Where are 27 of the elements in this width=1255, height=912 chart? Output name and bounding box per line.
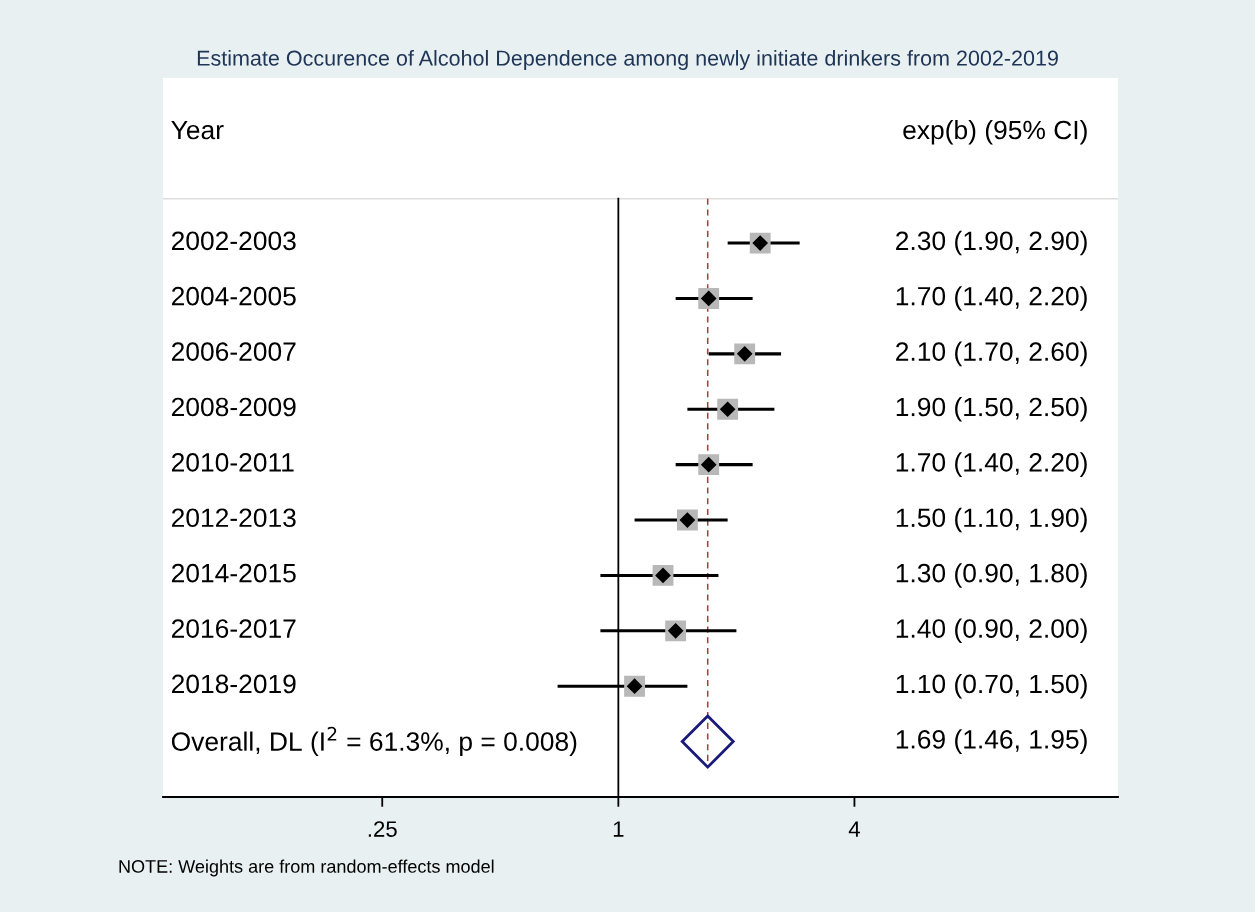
text: 1.50 (1.10, 1.90): [896, 507, 1087, 533]
y-tick-label: 2016-2017: [171, 619, 296, 638]
y-tick-label: 2008-2009: [171, 397, 296, 417]
y-tick-label: 2002-2003: [171, 231, 296, 251]
text: 1.69 (1.46, 1.95): [896, 729, 1087, 754]
y-tick-label: 2018-2019: [171, 674, 296, 694]
y-tick-label: 2014-2015: [171, 563, 296, 583]
text: Year: [171, 120, 224, 140]
y-tick-label: Overall, DL (I$^{2}$ = 61.3%, p = 0.008): [171, 726, 577, 757]
text: 1.70 (1.40, 2.20): [896, 452, 1087, 477]
x-tick-label: 4: [848, 821, 860, 837]
x-tick-label: 1: [613, 821, 624, 837]
text: 1.90 (1.50, 2.50): [896, 396, 1087, 422]
text: 1.40 (0.90, 2.00): [896, 618, 1087, 644]
text: 1.10 (0.70, 1.50): [896, 673, 1087, 699]
x-tick-label: .25: [368, 821, 397, 837]
text: 1.70 (1.40, 2.20): [896, 286, 1087, 311]
y-tick-label: 2010-2011: [171, 453, 294, 472]
y-tick-label: 2006-2007: [171, 342, 296, 361]
y-tick-label: 2004-2005: [171, 286, 296, 306]
text: 2.30 (1.90, 2.90): [896, 230, 1087, 256]
text: 2.10 (1.70, 2.60): [896, 341, 1087, 367]
text: 1.30 (0.90, 1.80): [896, 563, 1087, 588]
chart-title: Estimate Occurence of Alcohol Dependence among newly initiate drinkers from 2002-2019: [197, 49, 1058, 71]
y-tick-label: 2012-2013: [171, 508, 296, 528]
text: exp(b) (95% CI): [903, 119, 1087, 145]
text: NOTE: Weights are from random-effects model: [119, 859, 494, 877]
